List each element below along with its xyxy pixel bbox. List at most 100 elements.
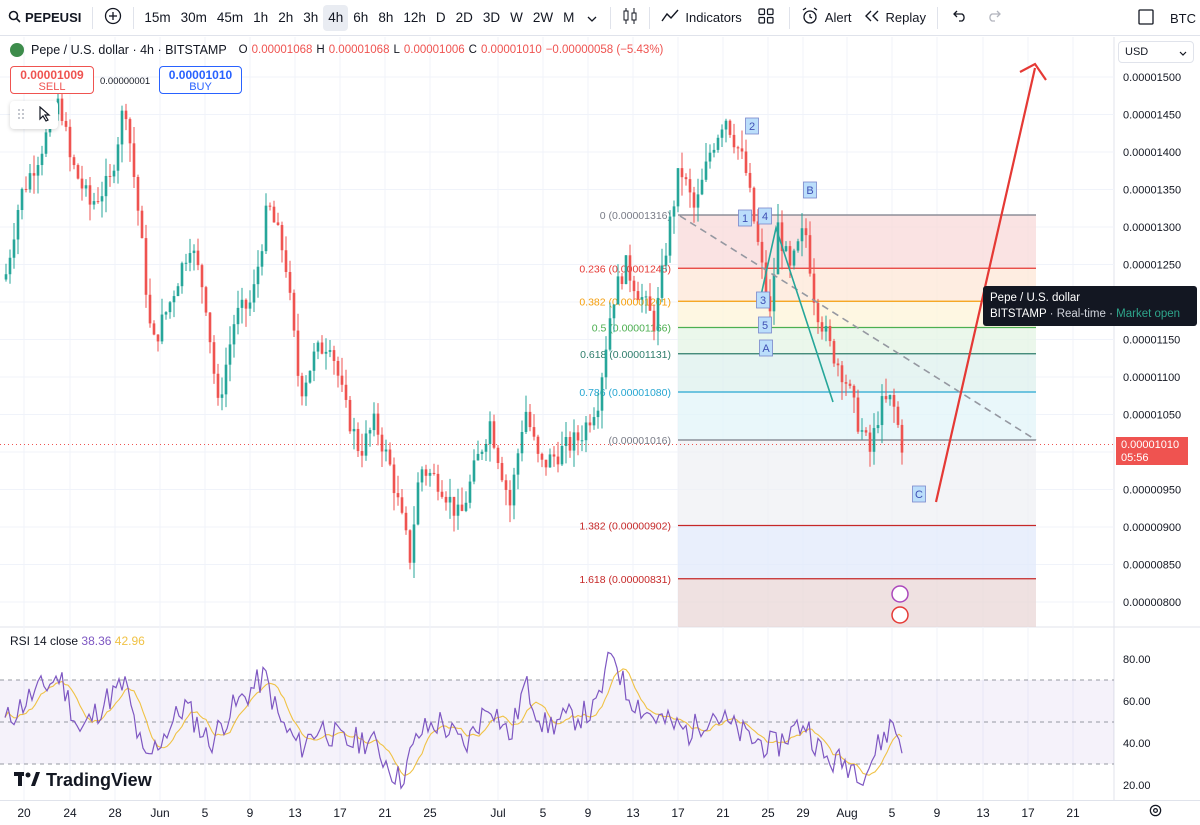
replay-button[interactable]: Replay [858,0,932,35]
interval-2h[interactable]: 2h [278,10,294,25]
fib-level-label: 0 (0.00001316) [600,210,671,222]
candle-body [172,296,176,303]
fib-level-label: 0.382 (0.00001201) [579,296,671,308]
interval-12h[interactable]: 12h [403,10,426,25]
interval-2d[interactable]: 2D [455,10,473,25]
candle-body [716,137,720,150]
candle-body [884,396,888,400]
interval-45m[interactable]: 45m [216,10,244,25]
fullscreen-button[interactable] [1128,0,1164,36]
candle-body [108,175,112,177]
interval-w[interactable]: W [510,10,523,25]
currency-select[interactable]: USD [1118,41,1194,63]
candle-body [12,239,16,258]
tradingview-logo[interactable]: TradingView [14,770,152,791]
candle-body [580,440,584,442]
candle-body [632,280,636,292]
buy-button[interactable]: 0.00001010 BUY [159,66,242,94]
chevron-down-icon [587,10,597,25]
undo-icon [953,10,967,25]
price-chart[interactable]: 0 (0.00001316)0.236 (0.00001245)0.382 (0… [0,37,1200,800]
candle-body [292,292,296,331]
us-flag-event-icon [891,606,909,624]
bar-countdown: 05:56 [1121,452,1149,464]
candle-body [280,225,284,251]
candle-body [68,126,72,158]
rsi-value: 38.36 [81,634,112,648]
interval-2w[interactable]: 2W [532,10,554,25]
rsi-legend[interactable]: RSI 14 close 38.36 42.96 [10,634,145,648]
cursor-icon[interactable] [39,105,51,125]
time-tick-label: 9 [246,806,254,820]
candle-body [140,210,144,239]
indicators-button[interactable]: Indicators [655,0,747,35]
undo-button[interactable] [943,0,977,35]
wave-label: B [806,185,813,197]
interval-6h[interactable]: 6h [353,10,369,25]
interval-m[interactable]: M [563,10,575,25]
candle-body [880,396,884,426]
sell-label: SELL [38,81,66,93]
candle-body [16,210,20,240]
fib-level-label: (0.00001016) [609,435,671,447]
candle-body [408,530,412,563]
interval-15m[interactable]: 15m [144,10,171,25]
sell-button[interactable]: 0.00001009 SELL [10,66,94,94]
candle-body [604,349,608,378]
candle-body [784,246,788,252]
chevron-down-icon [1179,47,1187,59]
redo-button[interactable] [977,0,1011,35]
alert-label: Alert [824,10,852,25]
time-tick-label: 17 [333,806,347,820]
time-axis[interactable]: 20 24 28 Jun 5 9 13 17 21 25 Jul 5 9 13 17 21 25 29 Aug 5 9 1… [0,800,1200,825]
candle-body [624,255,628,284]
candle-body [660,265,664,298]
interval-dropdown[interactable] [579,0,605,35]
candle-body [252,284,256,303]
interval-d[interactable]: D [435,10,446,25]
interval-8h[interactable]: 8h [378,10,394,25]
candle-body [500,463,504,481]
interval-3h[interactable]: 3h [303,10,319,25]
candle-body [240,299,244,308]
interval-4h[interactable]: 4h [323,4,349,31]
add-symbol-button[interactable] [98,0,128,35]
interval-30m[interactable]: 30m [180,10,207,25]
symbol-search[interactable]: PEPEUSI [0,0,87,35]
candle-body [184,262,188,264]
legend-open-label: O [238,44,248,56]
candle-body [260,251,264,267]
candle-body [724,120,728,130]
candle-body [360,451,364,456]
candle-body [652,310,656,331]
candle-body [452,496,456,516]
candle-body [688,179,692,193]
candle-body [568,437,572,451]
candle-body [800,228,804,242]
candle-body [312,351,316,371]
alert-button[interactable]: Alert [795,0,858,35]
price-tick-label: 0.00001150 [1123,335,1180,347]
candle-body [284,250,288,273]
price-tick-label: 0.00001250 [1123,260,1181,272]
redo-icon [987,10,1001,25]
chart-type-button[interactable] [616,0,644,35]
candle-body [460,504,464,511]
candle-body [128,119,132,144]
drag-handle-icon[interactable] [17,107,25,123]
spread-value: 0.00000001 [100,76,151,87]
candle-body [756,221,760,242]
wave-label-box [912,485,926,503]
interval-3d[interactable]: 3D [482,10,501,25]
candle-body [288,272,292,293]
layouts-button[interactable] [748,0,784,35]
candle-body [540,453,544,460]
candle-body [72,157,76,166]
candle-body [672,206,676,217]
compare-symbol[interactable]: BTC [1164,0,1200,36]
buy-price: 0.00001010 [168,68,233,82]
candle-body [20,188,24,211]
candle-body [740,148,744,152]
settings-gear-icon[interactable] [1148,803,1163,822]
interval-1h[interactable]: 1h [253,10,269,25]
